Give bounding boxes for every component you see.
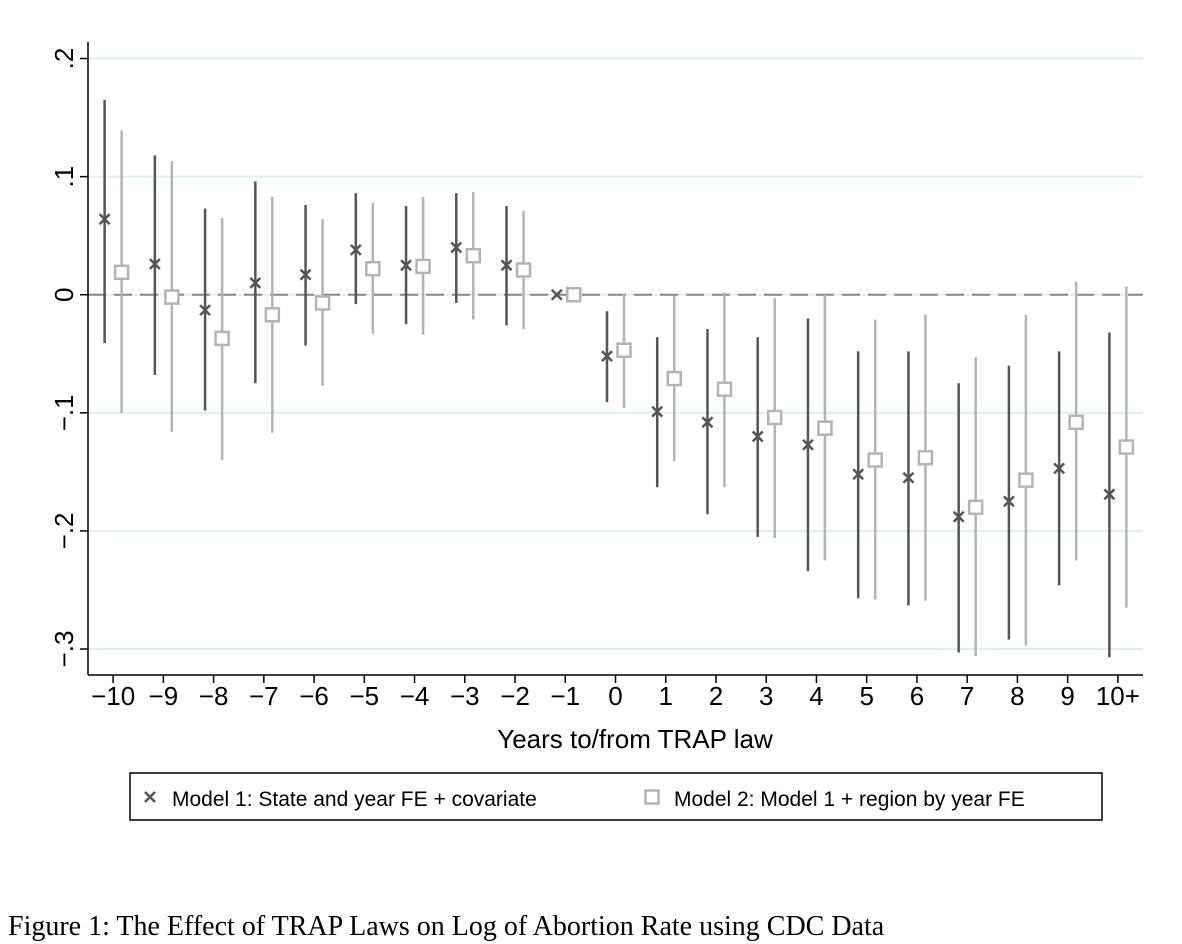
- x-axis-label: Years to/from TRAP law: [497, 724, 773, 754]
- point: [1118, 439, 1135, 455]
- point: [616, 342, 632, 358]
- x-tick-label: 6: [910, 681, 924, 711]
- y-tick-label: .1: [49, 166, 79, 188]
- point: [651, 405, 664, 418]
- point: [98, 213, 111, 226]
- x-tick-label: −3: [450, 681, 480, 711]
- x-tick-label: −6: [299, 681, 329, 711]
- x-tick-label: 8: [1010, 681, 1024, 711]
- x-tick-label: 1: [659, 681, 673, 711]
- x-tick-label: 2: [709, 681, 723, 711]
- legend-label: Model 1: State and year FE + covariate: [172, 788, 537, 811]
- y-tick-label: −.2: [49, 512, 79, 549]
- legend-marker: [144, 791, 156, 803]
- point: [867, 452, 883, 468]
- x-tick-label: 4: [809, 681, 823, 711]
- point: [751, 430, 764, 443]
- point: [1003, 495, 1015, 508]
- x-tick-label: 7: [960, 681, 974, 711]
- point: [113, 264, 130, 281]
- point: [214, 330, 230, 347]
- point: [450, 241, 463, 254]
- point: [500, 259, 513, 272]
- point: [264, 307, 281, 323]
- y-tick-label: −.1: [49, 394, 79, 431]
- x-tick-label: 5: [859, 681, 873, 711]
- point: [701, 416, 714, 429]
- legend-marker: [644, 789, 660, 805]
- point: [365, 260, 381, 277]
- point: [902, 471, 915, 484]
- legend-label: Model 2: Model 1 + region by year FE: [674, 788, 1025, 811]
- point: [148, 258, 161, 270]
- point: [465, 248, 482, 264]
- point: [952, 510, 965, 523]
- point: [766, 409, 783, 426]
- y-tick-label: 0: [49, 287, 79, 301]
- x-tick-label: −4: [400, 681, 430, 711]
- y-tick-label: −.3: [49, 631, 79, 668]
- legend-box: [129, 772, 1103, 821]
- point: [415, 258, 431, 275]
- point: [967, 499, 984, 516]
- point: [1068, 414, 1084, 431]
- point: [802, 438, 814, 451]
- figure-caption: Figure 1: The Effect of TRAP Laws on Log…: [8, 911, 885, 942]
- point: [601, 350, 613, 363]
- point: [299, 268, 312, 281]
- x-tick-label: −2: [500, 681, 530, 711]
- point: [666, 370, 682, 387]
- y-tick-label: .2: [49, 48, 79, 70]
- x-tick-label: 3: [759, 681, 773, 711]
- point: [349, 243, 362, 256]
- x-tick-label: −9: [149, 681, 179, 711]
- point: [314, 295, 331, 311]
- x-tick-label: −8: [199, 681, 229, 711]
- point: [716, 381, 733, 397]
- point: [515, 262, 532, 278]
- x-tick-label: −7: [249, 681, 279, 711]
- point: [852, 468, 865, 481]
- point: [550, 288, 563, 301]
- x-tick-label: −1: [550, 681, 580, 711]
- x-tick-label: 10+: [1096, 681, 1140, 711]
- x-tick-label: 0: [608, 681, 622, 711]
- x-tick-label: −10: [91, 681, 135, 711]
- point: [1053, 462, 1066, 475]
- point: [917, 449, 934, 466]
- point: [817, 420, 833, 436]
- point: [1103, 488, 1116, 501]
- point: [566, 286, 582, 303]
- point: [400, 259, 412, 272]
- point: [249, 277, 262, 289]
- point: [164, 289, 180, 305]
- point: [1018, 472, 1034, 488]
- x-tick-label: −5: [349, 681, 379, 711]
- point: [199, 304, 211, 316]
- x-tick-label: 9: [1060, 681, 1074, 711]
